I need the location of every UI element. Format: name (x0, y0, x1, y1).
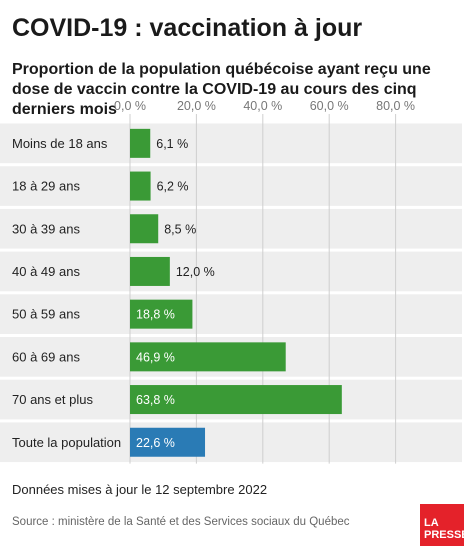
data-label: 22,6 % (136, 436, 175, 450)
data-label: 63,8 % (136, 393, 175, 407)
la-presse-logo: LA PRESSE (420, 504, 469, 546)
row-track (0, 208, 462, 249)
x-tick-label: 60,0 % (310, 100, 349, 113)
x-tick-label: 40,0 % (243, 100, 282, 113)
row-track (0, 123, 462, 164)
category-label: 70 ans et plus (12, 392, 93, 407)
category-label: 50 à 59 ans (12, 307, 80, 322)
bar (130, 256, 170, 286)
category-label: 18 à 29 ans (12, 179, 80, 194)
row-track (0, 294, 462, 334)
chart-subtitle: Proportion de la population québécoise a… (12, 61, 431, 118)
category-label: Moins de 18 ans (12, 136, 108, 151)
category-label: 30 à 39 ans (12, 221, 80, 236)
data-label: 18,8 % (136, 308, 175, 322)
bar-chart: 0,0 % 20,0 % 40,0 % 60,0 % 80,0 % Moins de 18… (0, 100, 462, 464)
data-label: 8,5 % (164, 222, 196, 236)
data-label: 6,1 % (156, 137, 188, 151)
bar (130, 342, 286, 372)
bar (130, 171, 151, 201)
x-tick-label: 80,0 % (376, 100, 415, 113)
logo-line-1: LA (424, 517, 439, 529)
category-label: 60 à 69 ans (12, 349, 80, 364)
data-label: 6,2 % (157, 180, 189, 194)
category-label: 40 à 49 ans (12, 264, 80, 279)
bar (130, 427, 206, 457)
bar (130, 385, 342, 415)
update-note: Données mises à jour le 12 septembre 202… (12, 482, 268, 497)
bar (130, 214, 159, 244)
x-tick-label: 0,0 % (114, 100, 146, 113)
source-note: Source : ministère de la Santé et des Se… (12, 516, 350, 528)
page-title: COVID-19 : vaccination à jour (12, 14, 363, 42)
data-label: 46,9 % (136, 350, 175, 364)
row-track (0, 166, 462, 206)
bar (130, 128, 151, 158)
data-label: 12,0 % (176, 265, 215, 279)
row-track (0, 422, 462, 463)
row-track (0, 251, 462, 292)
logo-line-2: PRESSE (424, 529, 469, 541)
x-tick-label: 20,0 % (177, 100, 216, 113)
category-label: Toute la population (12, 435, 121, 450)
bar (130, 299, 193, 329)
